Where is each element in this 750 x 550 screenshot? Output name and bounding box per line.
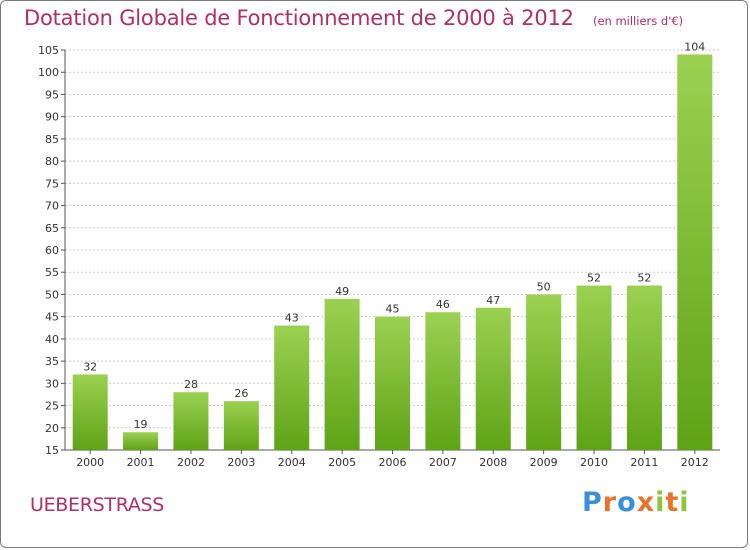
y-tick-label: 75 bbox=[45, 177, 59, 190]
y-tick-label: 30 bbox=[45, 377, 59, 390]
bar-2000 bbox=[72, 374, 108, 450]
bars bbox=[72, 54, 713, 450]
value-label-2002: 28 bbox=[184, 378, 198, 391]
y-tick-labels: 15 20 25 30 35 40 45 50 55 60 65 70 75 80 85 90 95 100 105 bbox=[38, 44, 59, 457]
chart-subtitle: (en milliers d'€) bbox=[592, 14, 684, 28]
y-tick-label: 70 bbox=[45, 200, 59, 213]
x-tick-label-2000: 2000 bbox=[76, 456, 104, 469]
chart-title: Dotation Globale de Fonctionnement de 20… bbox=[24, 6, 574, 30]
x-tick-label-2002: 2002 bbox=[177, 456, 205, 469]
proxiti-logo[interactable]: Proxiti bbox=[582, 487, 690, 518]
y-tick-label: 80 bbox=[45, 155, 59, 168]
bar-2003 bbox=[223, 401, 259, 450]
x-tick-labels: 2000 2001 2002 2003 2004 2005 2006 2007 2008 2009… bbox=[76, 456, 709, 469]
y-tick-label: 45 bbox=[45, 311, 59, 324]
bar-2002 bbox=[173, 392, 209, 450]
y-tick-label: 100 bbox=[38, 66, 59, 79]
logo-letter: P bbox=[582, 487, 603, 518]
x-tick-label-2010: 2010 bbox=[580, 456, 608, 469]
bar-2012 bbox=[677, 54, 713, 450]
x-tick-label-2001: 2001 bbox=[127, 456, 155, 469]
x-tick-label-2004: 2004 bbox=[278, 456, 306, 469]
value-label-2012: 104 bbox=[684, 40, 705, 53]
value-label-2007: 46 bbox=[436, 298, 450, 311]
bar-2009 bbox=[526, 294, 562, 450]
y-tick-label: 90 bbox=[45, 111, 59, 124]
y-tick-label: 20 bbox=[45, 422, 59, 435]
commune-name: UEBERSTRASS bbox=[30, 494, 165, 516]
value-label-2001: 19 bbox=[134, 418, 148, 431]
value-label-2006: 45 bbox=[386, 303, 400, 316]
x-tick-label-2003: 2003 bbox=[227, 456, 255, 469]
y-tick-label: 105 bbox=[38, 44, 59, 57]
x-tick-label-2007: 2007 bbox=[429, 456, 457, 469]
y-tick-label: 50 bbox=[45, 288, 59, 301]
bar-2001 bbox=[123, 432, 159, 450]
bar-2011 bbox=[626, 285, 662, 450]
y-tick-label: 85 bbox=[45, 133, 59, 146]
y-tick-label: 25 bbox=[45, 400, 59, 413]
value-label-2009: 50 bbox=[537, 280, 551, 293]
value-label-2000: 32 bbox=[83, 360, 97, 373]
value-label-2004: 43 bbox=[285, 312, 299, 325]
chart-title-block: Dotation Globale de Fonctionnement de 20… bbox=[24, 6, 683, 30]
logo-letter: r bbox=[602, 487, 618, 518]
y-tick-label: 55 bbox=[45, 266, 59, 279]
x-tick-label-2005: 2005 bbox=[328, 456, 356, 469]
x-tick-label-2012: 2012 bbox=[681, 456, 709, 469]
y-tick-label: 95 bbox=[45, 88, 59, 101]
logo-letter: x bbox=[636, 487, 656, 518]
bar-2004 bbox=[274, 325, 310, 450]
y-tick-label: 35 bbox=[45, 355, 59, 368]
y-tick-label: 15 bbox=[45, 444, 59, 457]
x-tick-label-2008: 2008 bbox=[479, 456, 507, 469]
x-tick-label-2011: 2011 bbox=[630, 456, 658, 469]
value-label-2011: 52 bbox=[637, 272, 651, 285]
x-tick-label-2006: 2006 bbox=[379, 456, 407, 469]
logo-letter: t bbox=[665, 487, 680, 518]
bar-2007 bbox=[425, 312, 461, 450]
logo-letter: i bbox=[679, 487, 690, 518]
bar-2008 bbox=[475, 307, 511, 450]
x-tick-label-2009: 2009 bbox=[530, 456, 558, 469]
y-tick-label: 40 bbox=[45, 333, 59, 346]
bar-2010 bbox=[576, 285, 612, 450]
bar-2006 bbox=[375, 316, 410, 450]
y-tick-label: 65 bbox=[45, 222, 59, 235]
bar-2005 bbox=[324, 298, 360, 450]
value-label-2010: 52 bbox=[587, 272, 601, 285]
y-tick-label: 60 bbox=[45, 244, 59, 257]
logo-letter: i bbox=[655, 487, 666, 518]
value-label-2008: 47 bbox=[486, 294, 500, 307]
logo-letter: o bbox=[617, 487, 637, 518]
value-labels: 32 19 28 26 43 49 45 46 47 50 52 52 104 bbox=[83, 40, 705, 431]
value-label-2003: 26 bbox=[234, 387, 248, 400]
value-label-2005: 49 bbox=[335, 285, 349, 298]
